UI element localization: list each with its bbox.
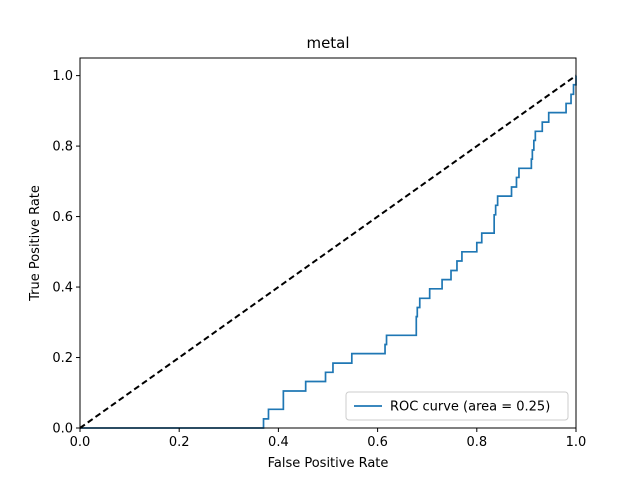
x-tick-label: 0.8: [466, 435, 487, 450]
legend-entry: ROC curve (area = 0.25): [390, 400, 550, 415]
x-tick-label: 1.0: [566, 435, 587, 450]
y-axis-ticks: 0.0 0.2 0.4 0.6 0.8 1.0: [52, 69, 80, 437]
y-tick-label: 0.6: [52, 210, 73, 225]
x-tick-label: 0.6: [367, 435, 388, 450]
y-axis-label: True Positive Rate: [28, 185, 43, 302]
x-tick-label: 0.4: [268, 435, 289, 450]
roc-curve-line: [80, 75, 577, 429]
y-tick-label: 0.2: [52, 351, 73, 366]
chance-diagonal-line: [79, 74, 577, 429]
y-tick-label: 1.0: [52, 69, 73, 84]
chart-title: metal: [306, 34, 349, 52]
y-tick-label: 0.8: [52, 140, 73, 155]
y-tick-label: 0.0: [52, 422, 73, 437]
y-tick-label: 0.4: [52, 281, 73, 296]
legend: ROC curve (area = 0.25): [345, 391, 569, 421]
axes-frame: [79, 57, 577, 429]
plot-area: [79, 74, 577, 429]
x-axis-ticks: 0.0 0.2 0.4 0.6 0.8 1.0: [70, 428, 587, 450]
x-tick-label: 0.2: [169, 435, 190, 450]
legend-box: [345, 391, 569, 421]
x-axis-label: False Positive Rate: [268, 456, 389, 471]
x-tick-label: 0.0: [70, 435, 91, 450]
